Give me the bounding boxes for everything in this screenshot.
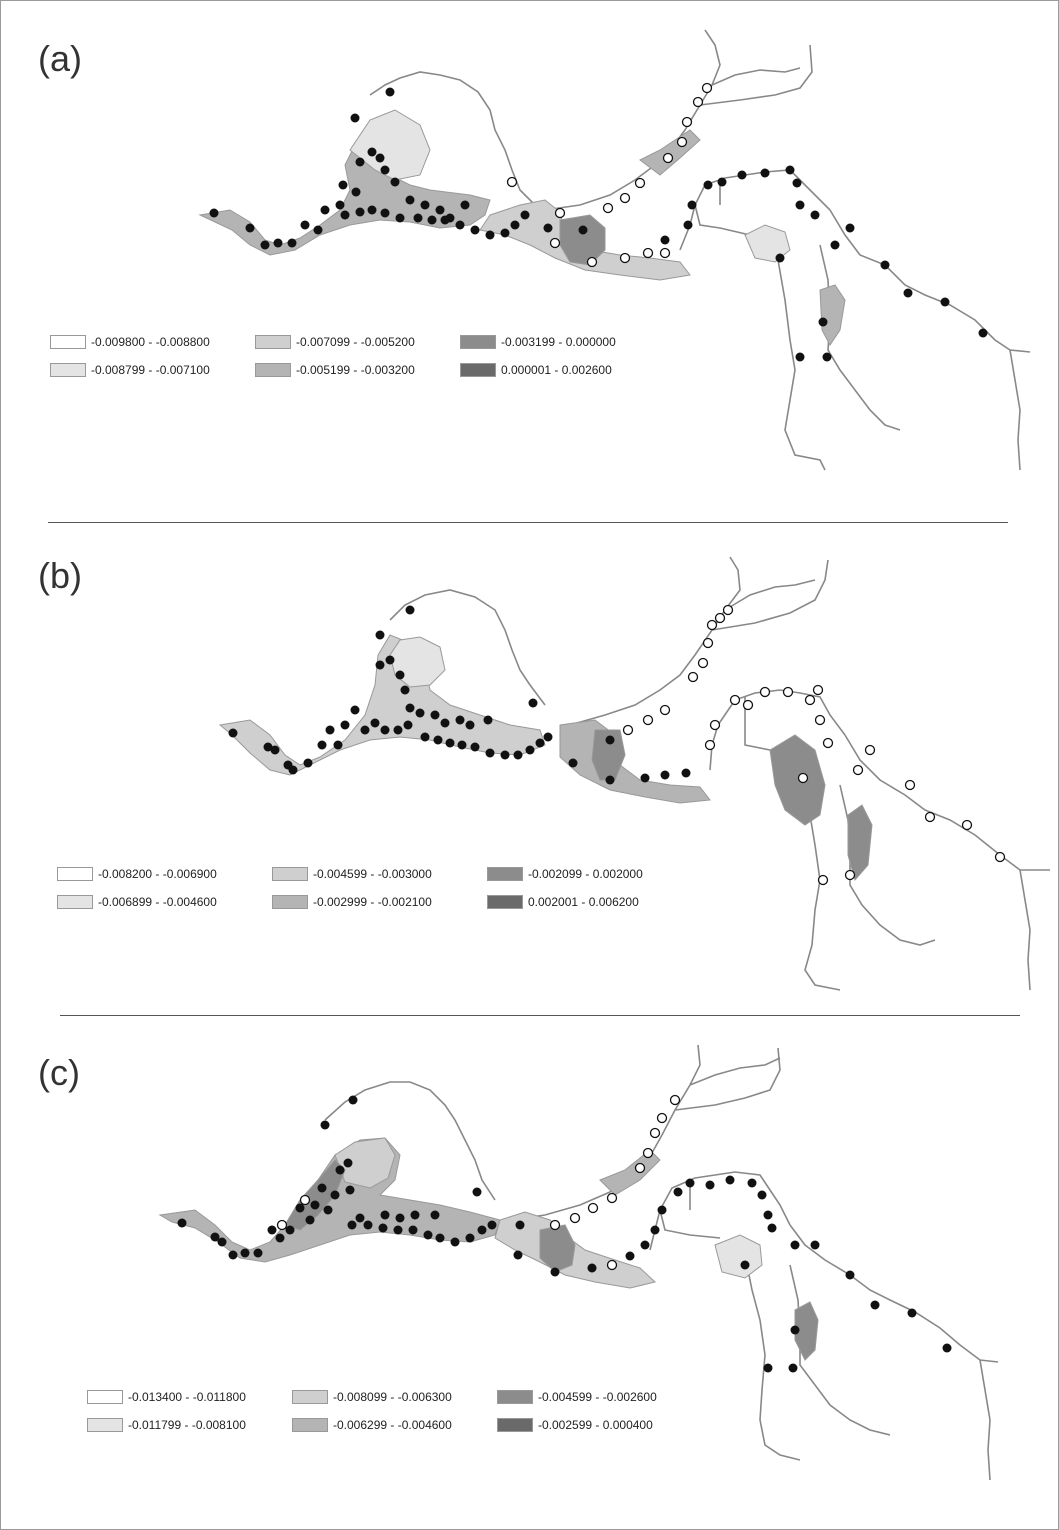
legend-label: 0.000001 - 0.002600	[501, 363, 612, 377]
legend-swatch	[460, 335, 496, 349]
divider-bc	[60, 1015, 1020, 1016]
points-c	[177, 1094, 952, 1373]
legend-swatch	[255, 335, 291, 349]
legend-item: -0.008799 - -0.007100	[50, 361, 210, 379]
legend-label: -0.007099 - -0.005200	[296, 335, 415, 349]
panel-label-a: (a)	[38, 38, 82, 79]
legend-swatch	[87, 1418, 123, 1432]
legend-label: -0.006899 - -0.004600	[98, 895, 217, 909]
legend-item: -0.004599 - -0.002600	[497, 1388, 657, 1406]
legend-item: 0.002001 - 0.006200	[487, 893, 639, 911]
legend-swatch	[50, 363, 86, 377]
legend-swatch	[460, 363, 496, 377]
legend-item: -0.004599 - -0.003000	[272, 865, 432, 883]
legend-swatch	[487, 895, 523, 909]
legend-swatch	[497, 1418, 533, 1432]
legend-swatch	[87, 1390, 123, 1404]
legend-item: -0.003199 - 0.000000	[460, 333, 616, 351]
legend-label: -0.008099 - -0.006300	[333, 1390, 452, 1404]
legend-item: -0.002099 - 0.002000	[487, 865, 643, 883]
legend-item: -0.011799 - -0.008100	[87, 1416, 246, 1434]
legend-label: -0.002599 - 0.000400	[538, 1418, 653, 1432]
legend-swatch	[292, 1390, 328, 1404]
legend-label: -0.002999 - -0.002100	[313, 895, 432, 909]
legend-item: -0.006899 - -0.004600	[57, 893, 217, 911]
legend-swatch	[487, 867, 523, 881]
legend-label: -0.009800 - -0.008800	[91, 335, 210, 349]
map-b	[218, 556, 1050, 991]
river-network-c	[324, 1044, 999, 1481]
legend-swatch	[272, 867, 308, 881]
legend-label: -0.002099 - 0.002000	[528, 867, 643, 881]
panel-b: (b)	[0, 525, 1059, 1015]
legend-item: -0.008099 - -0.006300	[292, 1388, 452, 1406]
legend-label: -0.008799 - -0.007100	[91, 363, 210, 377]
legend-label: -0.004599 - -0.003000	[313, 867, 432, 881]
legend-item: -0.009800 - -0.008800	[50, 333, 210, 351]
river-network-a	[369, 29, 1031, 471]
legend-item: -0.005199 - -0.003200	[255, 361, 415, 379]
legend-swatch	[57, 895, 93, 909]
river-network-b	[389, 556, 1050, 991]
panel-label-b: (b)	[38, 555, 82, 596]
legend-swatch	[272, 895, 308, 909]
legend-swatch	[255, 363, 291, 377]
legend-label: 0.002001 - 0.006200	[528, 895, 639, 909]
legend-label: -0.013400 - -0.011800	[128, 1390, 246, 1404]
panel-label-c: (c)	[38, 1052, 80, 1093]
legend-item: -0.002999 - -0.002100	[272, 893, 432, 911]
legend-label: -0.003199 - 0.000000	[501, 335, 616, 349]
legend-label: -0.004599 - -0.002600	[538, 1390, 657, 1404]
legend-swatch	[292, 1418, 328, 1432]
legend-label: -0.008200 - -0.006900	[98, 867, 217, 881]
legend-item: -0.007099 - -0.005200	[255, 333, 415, 351]
legend-item: 0.000001 - 0.002600	[460, 361, 612, 379]
legend-label: -0.006299 - -0.004600	[333, 1418, 452, 1432]
estuary-zones-a	[198, 109, 846, 346]
estuary-zones-b	[218, 634, 873, 882]
legend-item: -0.006299 - -0.004600	[292, 1416, 452, 1434]
legend-swatch	[57, 867, 93, 881]
legend-item: -0.008200 - -0.006900	[57, 865, 217, 883]
legend-label: -0.005199 - -0.003200	[296, 363, 415, 377]
map-a	[198, 29, 1031, 471]
panel-c: (c)	[0, 1020, 1059, 1525]
legend-label: -0.011799 - -0.008100	[128, 1418, 246, 1432]
legend-swatch	[50, 335, 86, 349]
map-c	[158, 1044, 999, 1481]
points-b	[228, 604, 1006, 886]
panel-a: (a)	[0, 0, 1059, 520]
divider-ab	[48, 522, 1008, 523]
points-a	[209, 82, 988, 362]
legend-swatch	[497, 1390, 533, 1404]
legend-item: -0.013400 - -0.011800	[87, 1388, 246, 1406]
legend-item: -0.002599 - 0.000400	[497, 1416, 653, 1434]
